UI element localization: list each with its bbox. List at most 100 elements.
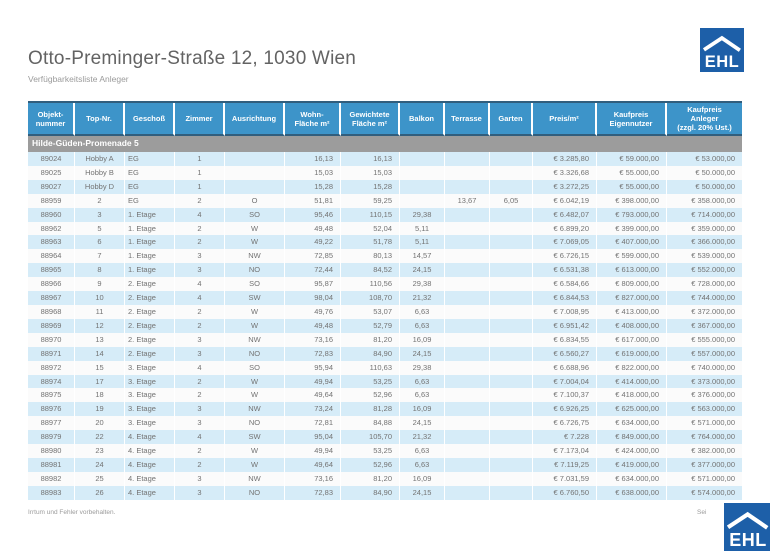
cell-gew-flaeche: 110,15 bbox=[341, 207, 400, 222]
cell-gew-flaeche: 15,28 bbox=[341, 179, 400, 194]
cell-objektnummer: 88974 bbox=[28, 374, 75, 389]
cell-balkon: 6,63 bbox=[400, 304, 445, 319]
cell-preis-m2: € 6.560,27 bbox=[533, 346, 597, 361]
cell-ausrichtung: SO bbox=[225, 360, 285, 375]
table-row: 88977 20 3. Etage 3 NO 72,81 84,88 24,15 € 6.726… bbox=[28, 416, 742, 431]
cell-kaufpreis-anleger: € 764.000,00 bbox=[667, 430, 742, 445]
cell-kaufpreis-eigennutzer: € 418.000,00 bbox=[597, 388, 667, 403]
cell-top-nr: 22 bbox=[75, 430, 125, 445]
cell-garten bbox=[490, 346, 533, 361]
cell-wohnflaeche: 95,04 bbox=[285, 430, 341, 445]
cell-kaufpreis-anleger: € 373.000,00 bbox=[667, 374, 742, 389]
cell-ausrichtung: NO bbox=[225, 263, 285, 278]
cell-geschoss: 3. Etage bbox=[125, 374, 175, 389]
cell-wohnflaeche: 72,83 bbox=[285, 485, 341, 500]
cell-zimmer: 2 bbox=[175, 235, 225, 250]
cell-geschoss: EG bbox=[125, 179, 175, 194]
cell-ausrichtung: SO bbox=[225, 207, 285, 222]
cell-preis-m2: € 6.834,55 bbox=[533, 332, 597, 347]
cell-kaufpreis-anleger: € 366.000,00 bbox=[667, 235, 742, 250]
cell-gew-flaeche: 15,03 bbox=[341, 165, 400, 180]
cell-kaufpreis-eigennutzer: € 822.000,00 bbox=[597, 360, 667, 375]
cell-kaufpreis-eigennutzer: € 625.000,00 bbox=[597, 402, 667, 417]
cell-wohnflaeche: 49,94 bbox=[285, 374, 341, 389]
cell-kaufpreis-eigennutzer: € 849.000,00 bbox=[597, 430, 667, 445]
table-row: 88964 7 1. Etage 3 NW 72,85 80,13 14,57 € 6.726,… bbox=[28, 249, 742, 264]
table-row: 88966 9 2. Etage 4 SO 95,87 110,56 29,38 € 6.584… bbox=[28, 277, 742, 292]
cell-ausrichtung: NW bbox=[225, 471, 285, 486]
cell-balkon bbox=[400, 165, 445, 180]
cell-balkon: 29,38 bbox=[400, 360, 445, 375]
page-title: Otto-Preminger-Straße 12, 1030 Wien bbox=[28, 48, 357, 69]
cell-preis-m2: € 6.760,50 bbox=[533, 485, 597, 500]
cell-top-nr: 3 bbox=[75, 207, 125, 222]
cell-terrasse bbox=[445, 485, 490, 500]
cell-ausrichtung: W bbox=[225, 235, 285, 250]
table-row: 88972 15 3. Etage 4 SO 95,94 110,63 29,38 € 6.68… bbox=[28, 360, 742, 375]
cell-kaufpreis-anleger: € 367.000,00 bbox=[667, 318, 742, 333]
cell-zimmer: 2 bbox=[175, 457, 225, 472]
cell-geschoss: EG bbox=[125, 193, 175, 208]
cell-balkon bbox=[400, 152, 445, 166]
cell-gew-flaeche: 52,79 bbox=[341, 318, 400, 333]
cell-terrasse bbox=[445, 207, 490, 222]
cell-balkon: 21,32 bbox=[400, 430, 445, 445]
cell-wohnflaeche: 49,22 bbox=[285, 235, 341, 250]
cell-preis-m2: € 6.531,38 bbox=[533, 263, 597, 278]
table-row: 88979 22 4. Etage 4 SW 95,04 105,70 21,32 € 7.22… bbox=[28, 430, 742, 445]
cell-preis-m2: € 6.926,25 bbox=[533, 402, 597, 417]
cell-zimmer: 3 bbox=[175, 471, 225, 486]
cell-preis-m2: € 6.042,19 bbox=[533, 193, 597, 208]
cell-kaufpreis-eigennutzer: € 55.000,00 bbox=[597, 165, 667, 180]
table-row: 88971 14 2. Etage 3 NO 72,83 84,90 24,15 € 6.560… bbox=[28, 346, 742, 361]
cell-geschoss: 2. Etage bbox=[125, 346, 175, 361]
cell-terrasse bbox=[445, 249, 490, 264]
cell-kaufpreis-eigennutzer: € 827.000,00 bbox=[597, 291, 667, 305]
cell-wohnflaeche: 72,83 bbox=[285, 346, 341, 361]
cell-ausrichtung: NO bbox=[225, 346, 285, 361]
section-title: Hilde-Güden-Promenade 5 bbox=[28, 136, 742, 152]
cell-zimmer: 1 bbox=[175, 152, 225, 166]
cell-gew-flaeche: 52,96 bbox=[341, 457, 400, 472]
cell-wohnflaeche: 16,13 bbox=[285, 152, 341, 166]
cell-top-nr: 25 bbox=[75, 471, 125, 486]
cell-kaufpreis-eigennutzer: € 413.000,00 bbox=[597, 304, 667, 319]
cell-top-nr: 8 bbox=[75, 263, 125, 278]
cell-terrasse: 13,67 bbox=[445, 193, 490, 208]
cell-zimmer: 2 bbox=[175, 221, 225, 236]
cell-top-nr: 26 bbox=[75, 485, 125, 500]
cell-ausrichtung: W bbox=[225, 221, 285, 236]
cell-preis-m2: € 3.326,68 bbox=[533, 165, 597, 180]
cell-garten bbox=[490, 318, 533, 333]
cell-geschoss: EG bbox=[125, 152, 175, 166]
cell-geschoss: 1. Etage bbox=[125, 235, 175, 250]
cell-geschoss: 4. Etage bbox=[125, 430, 175, 445]
data-table: Objekt- nummer Top-Nr. Geschoß Zimmer Ausric… bbox=[28, 103, 742, 500]
cell-objektnummer: 88969 bbox=[28, 318, 75, 333]
cell-top-nr: 5 bbox=[75, 221, 125, 236]
cell-gew-flaeche: 84,52 bbox=[341, 263, 400, 278]
cell-kaufpreis-anleger: € 571.000,00 bbox=[667, 471, 742, 486]
cell-geschoss: 2. Etage bbox=[125, 277, 175, 292]
footer-note: Irrtum und Fehler vorbehalten. bbox=[28, 509, 116, 516]
cell-ausrichtung: NW bbox=[225, 402, 285, 417]
cell-garten bbox=[490, 207, 533, 222]
cell-terrasse bbox=[445, 471, 490, 486]
cell-terrasse bbox=[445, 152, 490, 166]
cell-ausrichtung: W bbox=[225, 388, 285, 403]
cell-kaufpreis-anleger: € 552.000,00 bbox=[667, 263, 742, 278]
cell-garten bbox=[490, 457, 533, 472]
cell-ausrichtung: W bbox=[225, 444, 285, 458]
cell-kaufpreis-eigennutzer: € 399.000,00 bbox=[597, 221, 667, 236]
cell-preis-m2: € 6.951,42 bbox=[533, 318, 597, 333]
cell-balkon: 24,15 bbox=[400, 485, 445, 500]
table-row: 88963 6 1. Etage 2 W 49,22 51,78 5,11 € 7.069,05… bbox=[28, 235, 742, 250]
column-header-gew-flaeche: Gewichtete Fläche m² bbox=[341, 103, 400, 136]
cell-kaufpreis-eigennutzer: € 424.000,00 bbox=[597, 444, 667, 458]
cell-balkon: 29,38 bbox=[400, 277, 445, 292]
cell-gew-flaeche: 51,78 bbox=[341, 235, 400, 250]
cell-garten bbox=[490, 291, 533, 305]
table-row: 88970 13 2. Etage 3 NW 73,16 81,20 16,09 € 6.834… bbox=[28, 332, 742, 347]
cell-kaufpreis-anleger: € 571.000,00 bbox=[667, 416, 742, 431]
cell-garten bbox=[490, 485, 533, 500]
